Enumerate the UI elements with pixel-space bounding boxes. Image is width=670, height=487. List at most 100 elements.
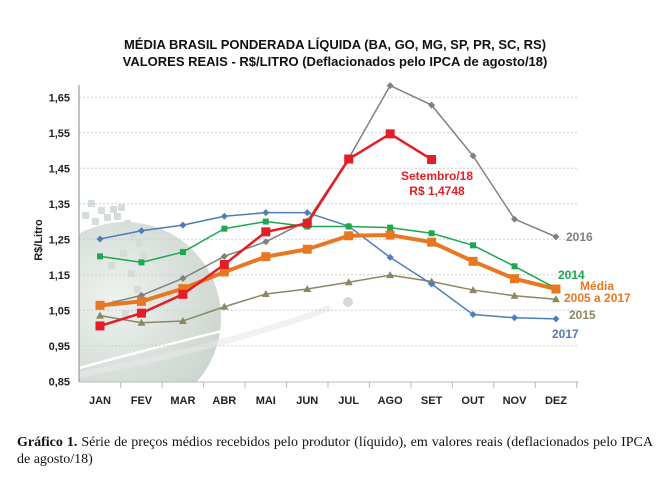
caption-label: Gráfico 1. bbox=[17, 435, 78, 450]
data-point bbox=[344, 154, 354, 164]
x-tick-label: OUT bbox=[461, 395, 485, 407]
data-point bbox=[302, 218, 312, 228]
series-line bbox=[99, 211, 556, 320]
caption-text: Série de preços médios recebidos pelo pr… bbox=[17, 435, 653, 467]
y-tick-label: 1,15 bbox=[49, 270, 70, 282]
x-tick-label: SET bbox=[421, 395, 443, 407]
y-tick-label: 1,45 bbox=[49, 163, 70, 175]
data-point bbox=[179, 221, 187, 229]
data-point bbox=[179, 274, 187, 282]
data-point bbox=[96, 311, 104, 319]
data-point bbox=[137, 318, 146, 326]
data-point bbox=[470, 242, 477, 249]
data-point bbox=[387, 224, 394, 231]
data-point bbox=[262, 209, 270, 217]
label-2014: 2014 bbox=[558, 268, 585, 282]
data-point bbox=[262, 218, 269, 225]
x-tick-label: AGO bbox=[378, 395, 404, 407]
series-2018 bbox=[95, 129, 437, 331]
data-point bbox=[261, 252, 271, 262]
series-m-dia-2005-a-2017 bbox=[95, 230, 561, 310]
label-media: Média bbox=[580, 279, 614, 293]
series-group bbox=[95, 82, 561, 331]
annotation-value: R$ 1,4748 bbox=[409, 184, 465, 198]
y-tick-label: 1,05 bbox=[49, 305, 70, 317]
label-2015: 2015 bbox=[569, 308, 596, 322]
decor-square bbox=[140, 252, 147, 259]
data-point bbox=[386, 271, 395, 279]
data-point bbox=[385, 230, 395, 240]
data-point bbox=[220, 252, 228, 260]
data-point bbox=[468, 256, 478, 266]
y-axis-ticks: 0,85 0,95 1,05 1,15 1,25 1,35 1,45 1,55 1,65 bbox=[49, 92, 70, 388]
data-point bbox=[262, 238, 270, 246]
decor-square bbox=[98, 207, 105, 214]
data-point bbox=[344, 278, 353, 286]
data-point bbox=[386, 82, 394, 90]
data-point bbox=[137, 227, 145, 235]
gridlines bbox=[79, 96, 579, 347]
label-2017: 2017 bbox=[552, 327, 579, 341]
data-point bbox=[385, 129, 395, 139]
data-point bbox=[178, 284, 188, 294]
chart-title: MÉDIA BRASIL PONDERADA LÍQUIDA (BA, GO, … bbox=[124, 37, 546, 52]
label-2016: 2016 bbox=[566, 230, 593, 244]
series-2015 bbox=[96, 271, 560, 326]
series-line bbox=[99, 274, 557, 324]
annotation-setembro: Setembro/18 bbox=[401, 169, 473, 183]
decor-square bbox=[118, 204, 125, 211]
data-point bbox=[386, 253, 394, 261]
y-tick-label: 1,35 bbox=[49, 199, 70, 211]
decor-square bbox=[92, 218, 99, 225]
x-tick-label: MAR bbox=[170, 395, 195, 407]
data-point bbox=[261, 227, 271, 237]
y-tick-label: 1,65 bbox=[49, 92, 70, 104]
data-point bbox=[469, 286, 478, 294]
data-point bbox=[95, 321, 105, 331]
data-point bbox=[511, 215, 518, 223]
data-point bbox=[345, 223, 352, 230]
decor-square bbox=[110, 206, 117, 213]
x-tick-label: ABR bbox=[212, 395, 236, 407]
decor-square bbox=[134, 286, 141, 293]
series-2014 bbox=[97, 218, 559, 292]
decor-square bbox=[104, 214, 111, 221]
x-tick-label: JAN bbox=[89, 395, 111, 407]
y-axis-label: R$/Litro bbox=[33, 219, 45, 261]
data-point bbox=[95, 300, 105, 310]
data-point bbox=[511, 263, 518, 270]
data-point bbox=[469, 152, 477, 160]
data-point bbox=[220, 212, 228, 220]
x-tick-label: NOV bbox=[503, 395, 528, 407]
y-tick-label: 0,95 bbox=[49, 341, 70, 353]
data-point bbox=[96, 235, 104, 243]
data-point bbox=[219, 260, 229, 270]
data-point bbox=[178, 316, 187, 324]
data-point bbox=[138, 259, 145, 266]
decor-square bbox=[130, 230, 137, 237]
decor-square bbox=[120, 250, 127, 257]
decor-square bbox=[122, 310, 129, 317]
decor-square bbox=[82, 212, 89, 219]
data-point bbox=[510, 274, 519, 284]
x-tick-label: DEZ bbox=[545, 395, 567, 407]
data-point bbox=[427, 154, 437, 164]
x-tick-label: FEV bbox=[131, 395, 153, 407]
x-tick-label: JUL bbox=[338, 395, 359, 407]
line-chart: MÉDIA BRASIL PONDERADA LÍQUIDA (BA, GO, … bbox=[33, 37, 631, 407]
data-point bbox=[511, 314, 518, 322]
decor-square bbox=[114, 213, 121, 220]
series-line bbox=[99, 233, 557, 308]
series-line bbox=[99, 220, 557, 289]
data-point bbox=[551, 284, 561, 294]
data-point bbox=[136, 296, 146, 306]
data-point bbox=[552, 315, 560, 323]
data-point bbox=[302, 244, 312, 254]
data-point bbox=[428, 230, 435, 237]
figure-caption: Gráfico 1. Série de preços médios recebi… bbox=[17, 434, 653, 468]
x-tick-label: MAI bbox=[256, 395, 276, 407]
decor-square bbox=[108, 262, 115, 269]
data-point bbox=[221, 225, 228, 232]
data-point bbox=[551, 295, 560, 303]
data-point bbox=[219, 267, 229, 277]
